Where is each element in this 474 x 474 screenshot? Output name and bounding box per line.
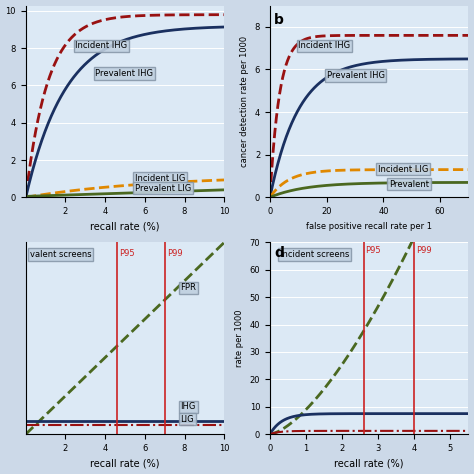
Text: Incident IHG: Incident IHG (298, 41, 350, 50)
X-axis label: recall rate (%): recall rate (%) (335, 458, 404, 468)
Text: P95: P95 (119, 249, 135, 258)
Text: FPR: FPR (181, 283, 196, 292)
Y-axis label: rate per 1000: rate per 1000 (235, 310, 244, 367)
Text: P99: P99 (167, 249, 182, 258)
Text: P95: P95 (365, 246, 381, 255)
Text: d: d (274, 246, 284, 260)
Text: Incident LIG: Incident LIG (378, 165, 428, 174)
Text: Prevalent IHG: Prevalent IHG (327, 71, 385, 80)
X-axis label: recall rate (%): recall rate (%) (90, 458, 160, 468)
Text: P99: P99 (416, 246, 432, 255)
Text: Prevalent IHG: Prevalent IHG (95, 69, 153, 78)
Text: LIG: LIG (181, 415, 194, 424)
X-axis label: recall rate (%): recall rate (%) (90, 221, 160, 232)
Text: Incident LIG: Incident LIG (135, 173, 185, 182)
Text: b: b (274, 13, 284, 27)
Text: valent screens: valent screens (30, 250, 91, 259)
X-axis label: false positive recall rate per 1: false positive recall rate per 1 (306, 221, 432, 230)
Text: Incident IHG: Incident IHG (75, 41, 128, 50)
Text: Prevalent LIG: Prevalent LIG (135, 184, 191, 193)
Text: Incident screens: Incident screens (280, 250, 349, 259)
Text: IHG: IHG (181, 402, 196, 411)
Text: Prevalent: Prevalent (389, 180, 429, 189)
Y-axis label: cancer detection rate per 1000: cancer detection rate per 1000 (240, 36, 249, 167)
